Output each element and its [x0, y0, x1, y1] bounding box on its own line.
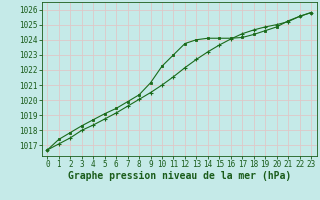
X-axis label: Graphe pression niveau de la mer (hPa): Graphe pression niveau de la mer (hPa): [68, 171, 291, 181]
